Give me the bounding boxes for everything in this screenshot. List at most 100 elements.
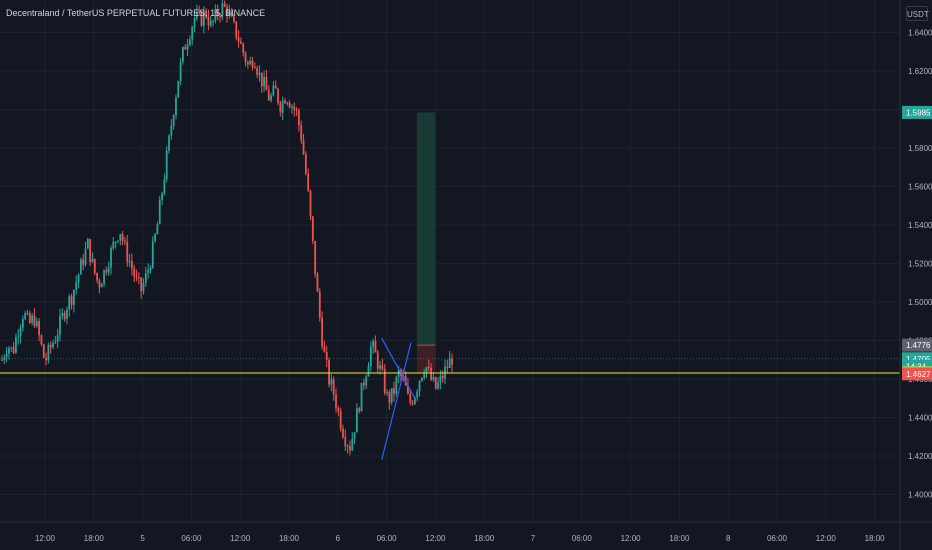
candle-body[interactable] <box>10 347 13 349</box>
candle-body[interactable] <box>103 270 105 284</box>
candle-body[interactable] <box>24 313 27 319</box>
candle-body[interactable] <box>249 60 252 65</box>
candle-body[interactable] <box>1 359 3 361</box>
candle-body[interactable] <box>175 97 177 116</box>
candle-body[interactable] <box>105 270 108 273</box>
candle-body[interactable] <box>3 357 6 360</box>
candle-body[interactable] <box>279 102 282 113</box>
candle-body[interactable] <box>35 321 38 326</box>
candle-body[interactable] <box>151 241 154 268</box>
candle-body[interactable] <box>281 100 284 113</box>
candle-body[interactable] <box>332 379 335 395</box>
candle-body[interactable] <box>386 392 388 394</box>
candle-body[interactable] <box>140 277 143 292</box>
candle-body[interactable] <box>351 438 354 451</box>
candle-body[interactable] <box>19 327 22 337</box>
candle-body[interactable] <box>293 106 296 110</box>
candle-body[interactable] <box>226 6 228 16</box>
candle-body[interactable] <box>444 366 446 379</box>
candle-body[interactable] <box>179 61 182 81</box>
candle-body[interactable] <box>21 318 24 328</box>
candle-body[interactable] <box>191 27 194 40</box>
candle-body[interactable] <box>79 259 82 275</box>
candle-body[interactable] <box>360 382 363 412</box>
candle-body[interactable] <box>98 280 101 288</box>
candle-body[interactable] <box>318 291 321 318</box>
candle-body[interactable] <box>330 379 333 385</box>
candle-body[interactable] <box>130 261 133 269</box>
candle-body[interactable] <box>339 410 342 429</box>
candle-body[interactable] <box>56 334 59 342</box>
candle-body[interactable] <box>128 261 131 263</box>
candle-body[interactable] <box>416 391 419 398</box>
candle-body[interactable] <box>325 352 328 360</box>
candle-body[interactable] <box>369 347 372 367</box>
candle-body[interactable] <box>430 368 433 380</box>
candle-body[interactable] <box>383 369 386 393</box>
candle-body[interactable] <box>212 20 214 22</box>
candle-body[interactable] <box>300 125 303 141</box>
candles[interactable] <box>1 0 453 456</box>
candle-body[interactable] <box>195 11 198 19</box>
candle-body[interactable] <box>75 282 78 290</box>
candle-body[interactable] <box>119 233 122 241</box>
candle-body[interactable] <box>295 109 298 111</box>
candle-body[interactable] <box>170 126 173 136</box>
candle-body[interactable] <box>311 216 314 241</box>
candle-body[interactable] <box>216 9 219 16</box>
candle-body[interactable] <box>202 10 205 26</box>
candle-body[interactable] <box>260 72 263 87</box>
candle-body[interactable] <box>228 11 231 16</box>
candle-body[interactable] <box>163 179 166 194</box>
candle-body[interactable] <box>100 283 103 288</box>
candle-body[interactable] <box>362 382 365 386</box>
candle-body[interactable] <box>114 241 117 243</box>
candle-body[interactable] <box>172 115 175 127</box>
candle-body[interactable] <box>209 21 212 26</box>
candle-body[interactable] <box>240 41 242 44</box>
candle-body[interactable] <box>407 385 409 394</box>
candle-body[interactable] <box>219 15 221 17</box>
candle-body[interactable] <box>96 272 99 281</box>
candle-body[interactable] <box>446 366 449 368</box>
candle-body[interactable] <box>244 52 247 63</box>
candle-body[interactable] <box>432 377 435 380</box>
candle-body[interactable] <box>258 72 261 75</box>
candle-body[interactable] <box>33 315 36 326</box>
candle-body[interactable] <box>355 408 358 433</box>
candle-body[interactable] <box>156 224 159 235</box>
candle-body[interactable] <box>86 238 89 249</box>
candle-body[interactable] <box>390 388 393 403</box>
candle-body[interactable] <box>161 193 163 200</box>
candle-body[interactable] <box>251 60 254 67</box>
candle-body[interactable] <box>68 296 71 310</box>
candle-body[interactable] <box>8 348 10 354</box>
candle-body[interactable] <box>418 380 421 392</box>
candle-body[interactable] <box>121 233 124 241</box>
candle-body[interactable] <box>316 274 319 292</box>
candle-body[interactable] <box>323 346 326 353</box>
currency-badge[interactable]: USDT <box>906 6 929 21</box>
candle-body[interactable] <box>142 283 145 292</box>
candle-body[interactable] <box>411 402 414 404</box>
candle-body[interactable] <box>144 273 147 284</box>
candle-body[interactable] <box>291 106 293 108</box>
candle-body[interactable] <box>84 248 87 265</box>
candle-body[interactable] <box>182 47 184 62</box>
candle-body[interactable] <box>52 342 54 348</box>
candle-body[interactable] <box>321 317 324 347</box>
candle-body[interactable] <box>353 432 356 439</box>
candle-body[interactable] <box>207 16 210 26</box>
candle-body[interactable] <box>17 336 20 338</box>
candle-body[interactable] <box>372 340 375 348</box>
candle-body[interactable] <box>126 241 129 262</box>
candle-body[interactable] <box>434 377 437 389</box>
target-zone[interactable] <box>416 112 436 346</box>
candle-body[interactable] <box>168 135 170 151</box>
candle-body[interactable] <box>263 76 266 87</box>
candle-body[interactable] <box>337 408 340 411</box>
candle-body[interactable] <box>335 394 337 409</box>
candle-body[interactable] <box>47 344 50 361</box>
candle-body[interactable] <box>12 347 15 353</box>
